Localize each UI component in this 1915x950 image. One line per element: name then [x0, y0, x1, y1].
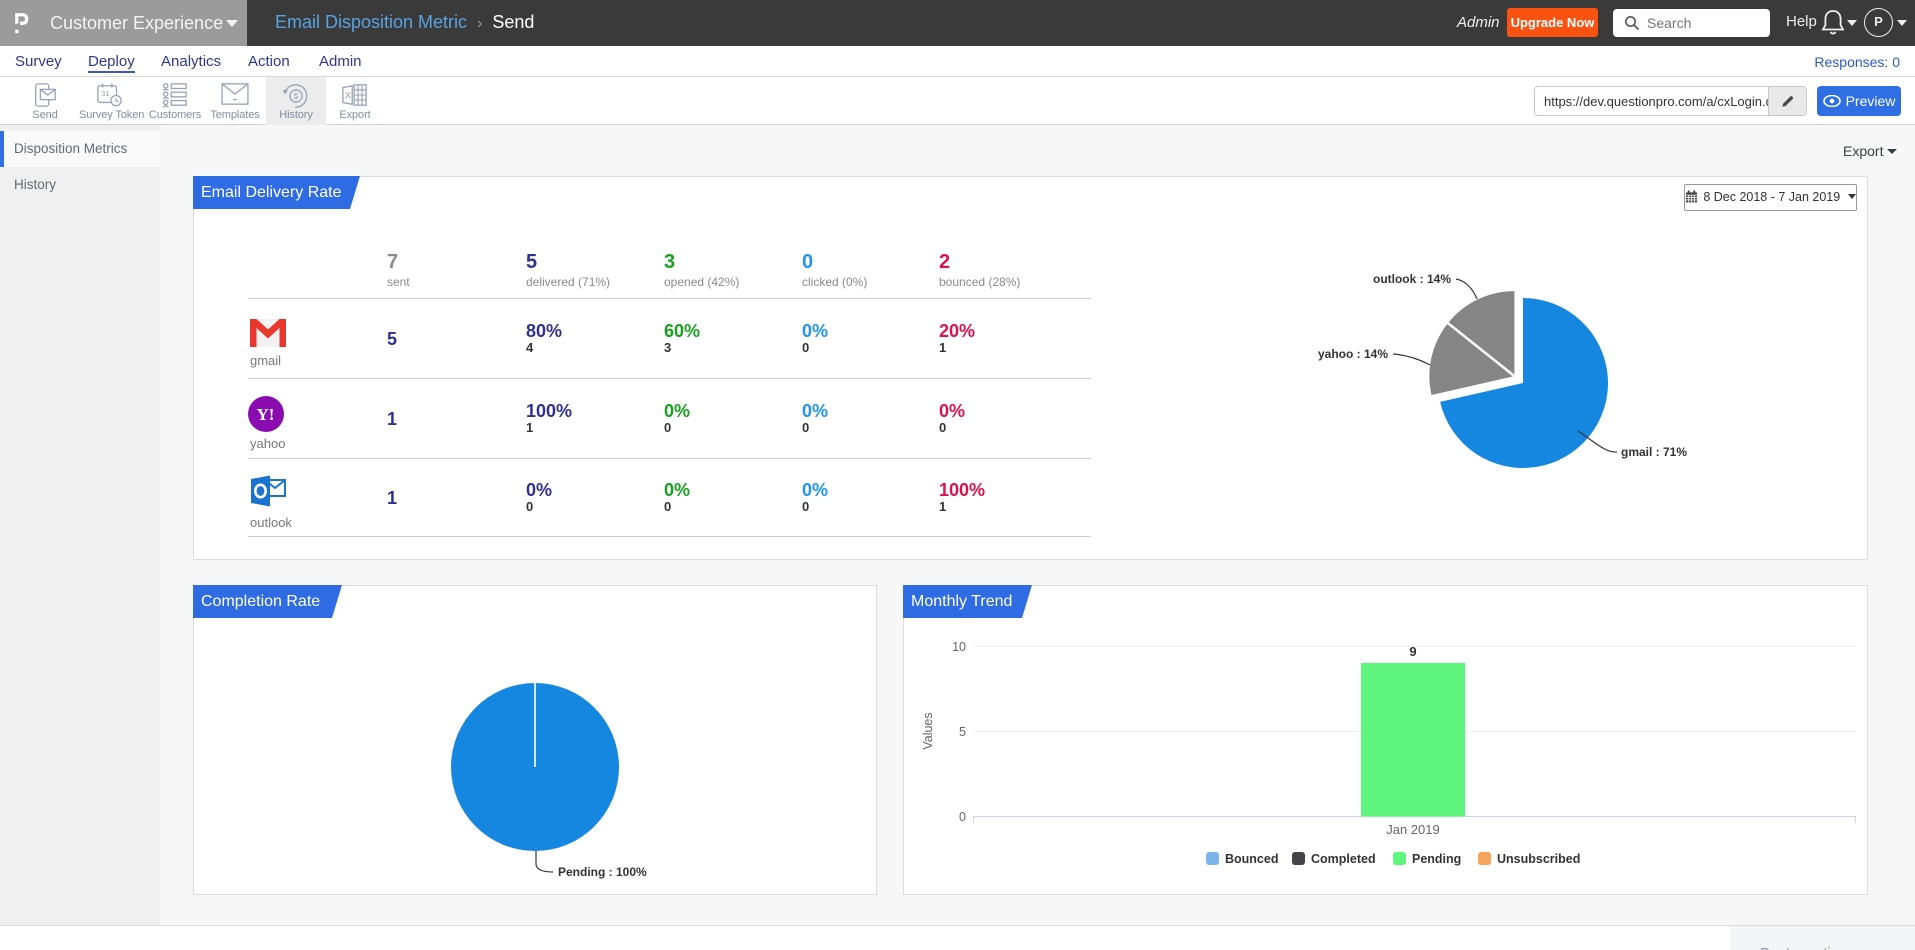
svg-text:Y!: Y! [257, 405, 275, 424]
svg-text:31: 31 [101, 89, 109, 98]
svg-text:outlook : 14%: outlook : 14% [1373, 272, 1451, 286]
svg-text:Jan 2019: Jan 2019 [1386, 822, 1440, 837]
svg-text:Pending : 100%: Pending : 100% [558, 865, 647, 879]
svg-text:Pending: Pending [1412, 852, 1461, 866]
svg-text:gmail : 71%: gmail : 71% [1621, 445, 1687, 459]
svg-text:yahoo : 14%: yahoo : 14% [1318, 347, 1388, 361]
svg-text:Completed: Completed [1311, 852, 1376, 866]
svg-text:$: $ [294, 92, 299, 101]
svg-text:10: 10 [952, 640, 966, 654]
svg-text:9: 9 [1409, 644, 1416, 659]
svg-text:Bounced: Bounced [1225, 852, 1278, 866]
svg-text:Values: Values [921, 712, 935, 749]
svg-text:5: 5 [959, 725, 966, 739]
svg-text:X: X [345, 91, 351, 101]
svg-text:0: 0 [959, 810, 966, 824]
svg-text:Unsubscribed: Unsubscribed [1497, 852, 1580, 866]
